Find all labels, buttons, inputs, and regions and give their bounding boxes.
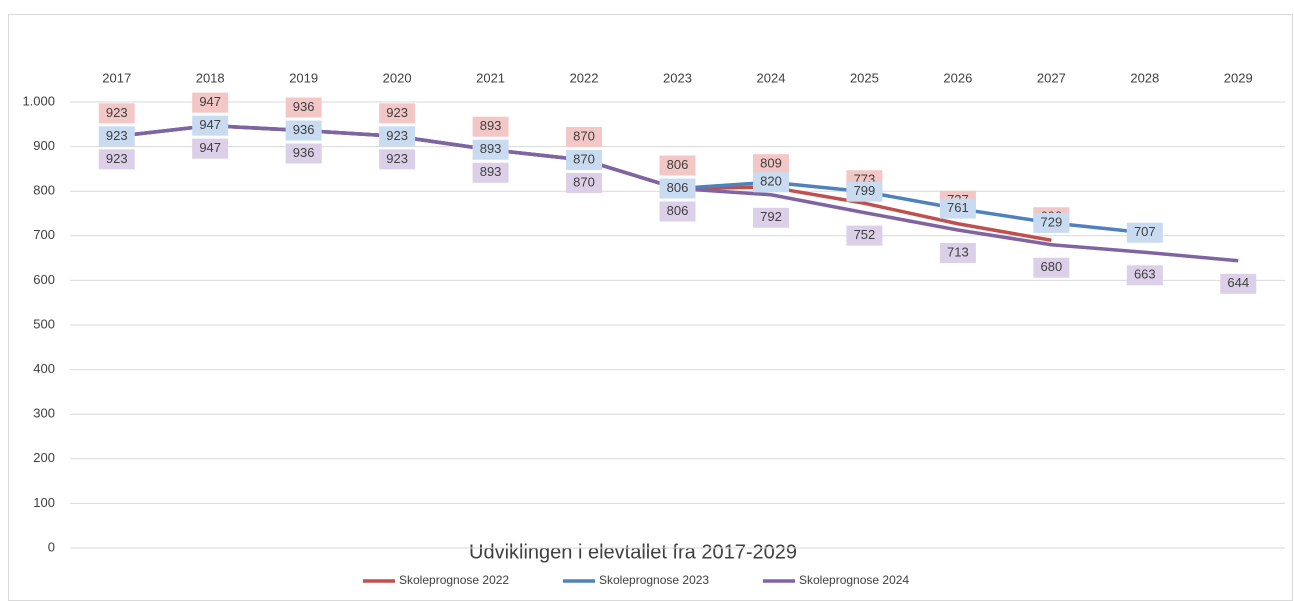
label-box: [472, 116, 509, 137]
data-label: 729: [1040, 214, 1062, 229]
data-label: 799: [854, 183, 876, 198]
chart-title: Udviklingen i elevtallet fra 2017-2029: [469, 541, 797, 563]
data-label: 893: [480, 141, 502, 156]
label-box: [566, 126, 603, 147]
data-label: 936: [293, 122, 315, 137]
data-label: 761: [947, 200, 969, 215]
label-box: [98, 103, 135, 124]
data-label: 806: [667, 180, 689, 195]
label-box: [752, 207, 789, 228]
y-tick-label: 800: [33, 183, 55, 198]
data-label: 923: [386, 151, 408, 166]
data-label: 713: [947, 244, 969, 259]
data-label: 680: [1040, 259, 1062, 274]
label-box: [1033, 212, 1070, 233]
label-box: [566, 172, 603, 193]
data-label: 923: [106, 105, 128, 120]
data-label: 707: [1134, 224, 1156, 239]
y-tick-label: 700: [33, 227, 55, 242]
label-box: [379, 126, 416, 147]
x-tick-label: 2029: [1224, 70, 1253, 85]
data-label: 893: [480, 118, 502, 133]
y-tick-label: 500: [33, 316, 55, 331]
label-box: [192, 92, 229, 113]
legend-label: Skoleprognose 2022: [399, 573, 509, 587]
data-label: 820: [760, 174, 782, 189]
y-tick-label: 200: [33, 450, 55, 465]
legend-label: Skoleprognose 2024: [799, 573, 909, 587]
x-tick-label: 2027: [1037, 70, 1066, 85]
label-box: [566, 149, 603, 170]
x-tick-label: 2028: [1130, 70, 1159, 85]
label-box: [98, 126, 135, 147]
x-tick-label: 2026: [943, 70, 972, 85]
label-box: [192, 138, 229, 159]
data-label: 947: [199, 117, 221, 132]
data-label: 806: [667, 157, 689, 172]
label-box: [379, 149, 416, 170]
label-box: [659, 201, 696, 222]
data-label: 936: [293, 145, 315, 160]
y-tick-label: 400: [33, 361, 55, 376]
data-label: 806: [667, 203, 689, 218]
x-tick-label: 2018: [196, 70, 225, 85]
legend-label: Skoleprognose 2023: [599, 573, 709, 587]
data-label: 870: [573, 128, 595, 143]
x-tick-label: 2024: [757, 70, 786, 85]
label-box: [285, 143, 322, 164]
label-box: [752, 154, 789, 175]
x-tick-label: 2019: [289, 70, 318, 85]
label-box: [472, 139, 509, 160]
y-tick-label: 100: [33, 495, 55, 510]
data-label: 947: [199, 140, 221, 155]
y-tick-label: 300: [33, 406, 55, 421]
data-label: 947: [199, 94, 221, 109]
data-label: 663: [1134, 267, 1156, 282]
label-box: [1220, 273, 1257, 294]
label-box: [939, 198, 976, 219]
data-label: 792: [760, 209, 782, 224]
label-box: [659, 178, 696, 199]
label-box: [472, 162, 509, 183]
x-tick-label: 2023: [663, 70, 692, 85]
y-tick-label: 600: [33, 272, 55, 287]
label-box: [192, 115, 229, 136]
label-box: [1033, 257, 1070, 278]
data-label: 870: [573, 174, 595, 189]
label-box: [379, 103, 416, 124]
label-box: [1126, 265, 1163, 286]
label-box: [846, 225, 883, 246]
data-label: 870: [573, 151, 595, 166]
y-tick-label: 900: [33, 138, 55, 153]
data-label: 752: [854, 227, 876, 242]
label-box: [939, 243, 976, 264]
label-box: [285, 120, 322, 141]
label-box: [1126, 222, 1163, 243]
x-tick-label: 2022: [570, 70, 599, 85]
label-box: [846, 181, 883, 202]
x-tick-label: 2017: [102, 70, 131, 85]
y-tick-label: 1.000: [22, 93, 55, 108]
label-box: [285, 97, 322, 118]
data-label: 809: [760, 156, 782, 171]
label-box: [98, 149, 135, 170]
data-label: 923: [106, 151, 128, 166]
data-label: 923: [386, 128, 408, 143]
x-tick-label: 2020: [383, 70, 412, 85]
data-label: 644: [1227, 275, 1249, 290]
data-label: 893: [480, 164, 502, 179]
x-tick-label: 2025: [850, 70, 879, 85]
x-tick-label: 2021: [476, 70, 505, 85]
data-label: 923: [386, 105, 408, 120]
label-box: [659, 155, 696, 176]
data-label: 936: [293, 99, 315, 114]
label-box: [752, 172, 789, 193]
y-tick-label: 0: [48, 539, 55, 554]
data-label: 923: [106, 128, 128, 143]
